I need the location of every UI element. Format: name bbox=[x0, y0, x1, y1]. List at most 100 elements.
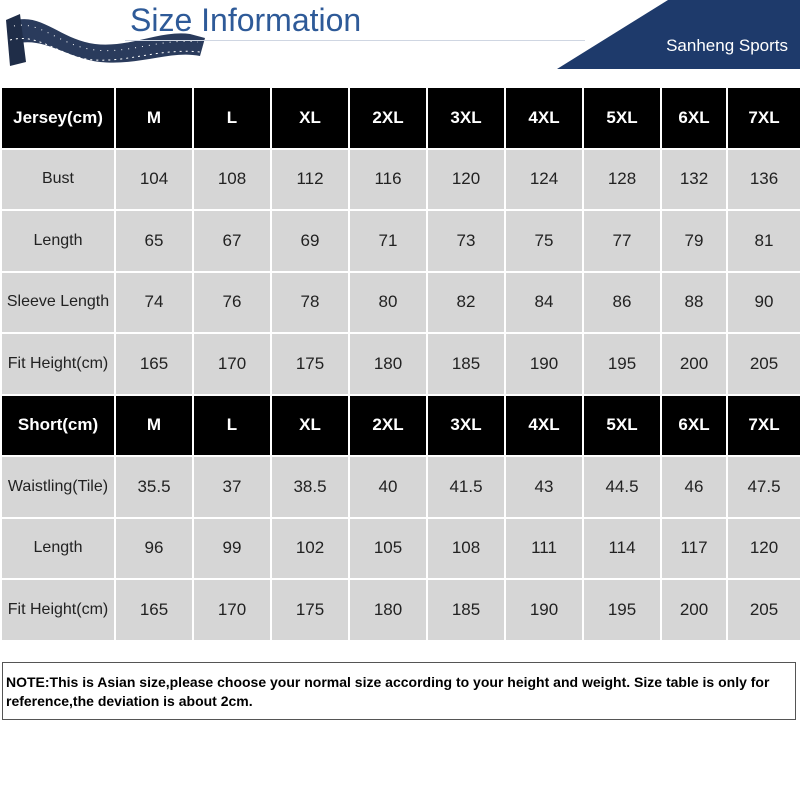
row-label: Length bbox=[0, 516, 116, 580]
measurement-cell: 96 bbox=[114, 516, 194, 580]
size-header-cell: M bbox=[114, 86, 194, 150]
measurement-cell: 65 bbox=[114, 209, 194, 273]
measurement-cell: 86 bbox=[582, 270, 662, 334]
measurement-cell: 175 bbox=[270, 578, 350, 642]
measurement-cell: 47.5 bbox=[726, 455, 800, 519]
size-header-cell: 3XL bbox=[426, 393, 506, 457]
title-divider bbox=[125, 40, 585, 41]
size-header-cell: 7XL bbox=[726, 393, 800, 457]
measurement-cell: 81 bbox=[726, 209, 800, 273]
size-header-cell: L bbox=[192, 393, 272, 457]
measurement-cell: 77 bbox=[582, 209, 662, 273]
measurement-cell: 120 bbox=[426, 147, 506, 211]
measurement-cell: 40 bbox=[348, 455, 428, 519]
size-header-cell: M bbox=[114, 393, 194, 457]
size-table: Jersey(cm) M L XL 2XL 3XL 4XL 5XL 6XL 7XL Bust 104 1… bbox=[0, 86, 800, 642]
size-header-cell: 6XL bbox=[660, 393, 728, 457]
measurement-cell: 99 bbox=[192, 516, 272, 580]
measurement-cell: 170 bbox=[192, 578, 272, 642]
measurement-cell: 120 bbox=[726, 516, 800, 580]
size-header-cell: 2XL bbox=[348, 86, 428, 150]
measurement-cell: 170 bbox=[192, 332, 272, 396]
measurement-cell: 105 bbox=[348, 516, 428, 580]
size-header-cell: 2XL bbox=[348, 393, 428, 457]
size-header-cell: 6XL bbox=[660, 86, 728, 150]
measurement-cell: 185 bbox=[426, 332, 506, 396]
size-header-cell: XL bbox=[270, 86, 350, 150]
measuring-tape-icon bbox=[6, 14, 205, 66]
measurement-cell: 82 bbox=[426, 270, 506, 334]
measurement-cell: 41.5 bbox=[426, 455, 506, 519]
measurement-cell: 43 bbox=[504, 455, 584, 519]
row-label: Bust bbox=[0, 147, 116, 211]
measurement-cell: 35.5 bbox=[114, 455, 194, 519]
measurement-cell: 104 bbox=[114, 147, 194, 211]
measurement-cell: 76 bbox=[192, 270, 272, 334]
short-title-cell: Short(cm) bbox=[0, 393, 116, 457]
size-header-cell: 4XL bbox=[504, 393, 584, 457]
table-row: Sleeve Length 74 76 78 80 82 84 86 88 90 bbox=[0, 270, 800, 334]
measurement-cell: 88 bbox=[660, 270, 728, 334]
measurement-cell: 136 bbox=[726, 147, 800, 211]
brand-name: Sanheng Sports bbox=[666, 36, 788, 55]
measurement-cell: 75 bbox=[504, 209, 584, 273]
table-row: Bust 104 108 112 116 120 124 128 132 136 bbox=[0, 147, 800, 211]
measurement-cell: 67 bbox=[192, 209, 272, 273]
measurement-cell: 90 bbox=[726, 270, 800, 334]
measurement-cell: 112 bbox=[270, 147, 350, 211]
size-header-cell: XL bbox=[270, 393, 350, 457]
measurement-cell: 165 bbox=[114, 578, 194, 642]
measurement-cell: 108 bbox=[192, 147, 272, 211]
measurement-cell: 195 bbox=[582, 578, 662, 642]
measurement-cell: 180 bbox=[348, 578, 428, 642]
table-row: Length 65 67 69 71 73 75 77 79 81 bbox=[0, 209, 800, 273]
jersey-section: Jersey(cm) M L XL 2XL 3XL 4XL 5XL 6XL 7XL Bust 104 1… bbox=[0, 86, 800, 396]
jersey-header-row: Jersey(cm) M L XL 2XL 3XL 4XL 5XL 6XL 7XL bbox=[0, 86, 800, 150]
measurement-cell: 190 bbox=[504, 332, 584, 396]
page-title: Size Information bbox=[130, 2, 362, 38]
header: Size Information Sanheng Sports bbox=[0, 0, 800, 84]
size-note: NOTE:This is Asian size,please choose yo… bbox=[2, 662, 796, 720]
measurement-cell: 128 bbox=[582, 147, 662, 211]
measurement-cell: 124 bbox=[504, 147, 584, 211]
measurement-cell: 114 bbox=[582, 516, 662, 580]
brand-banner bbox=[557, 0, 800, 69]
measurement-cell: 117 bbox=[660, 516, 728, 580]
measurement-cell: 37 bbox=[192, 455, 272, 519]
measurement-cell: 185 bbox=[426, 578, 506, 642]
measurement-cell: 38.5 bbox=[270, 455, 350, 519]
size-header-cell: 5XL bbox=[582, 393, 662, 457]
measurement-cell: 180 bbox=[348, 332, 428, 396]
row-label: Sleeve Length bbox=[0, 270, 116, 334]
measurement-cell: 74 bbox=[114, 270, 194, 334]
measurement-cell: 102 bbox=[270, 516, 350, 580]
measurement-cell: 205 bbox=[726, 332, 800, 396]
measurement-cell: 195 bbox=[582, 332, 662, 396]
measurement-cell: 165 bbox=[114, 332, 194, 396]
jersey-title-cell: Jersey(cm) bbox=[0, 86, 116, 150]
short-header-row: Short(cm) M L XL 2XL 3XL 4XL 5XL 6XL 7XL bbox=[0, 393, 800, 457]
table-row: Length 96 99 102 105 108 111 114 117 120 bbox=[0, 516, 800, 580]
measurement-cell: 200 bbox=[660, 332, 728, 396]
size-header-cell: 4XL bbox=[504, 86, 584, 150]
measurement-cell: 132 bbox=[660, 147, 728, 211]
measurement-cell: 190 bbox=[504, 578, 584, 642]
measurement-cell: 108 bbox=[426, 516, 506, 580]
row-label: Fit Height(cm) bbox=[0, 578, 116, 642]
measurement-cell: 111 bbox=[504, 516, 584, 580]
size-header-cell: 7XL bbox=[726, 86, 800, 150]
measurement-cell: 78 bbox=[270, 270, 350, 334]
row-label: Length bbox=[0, 209, 116, 273]
table-row: Fit Height(cm) 165 170 175 180 185 190 195 200 20… bbox=[0, 332, 800, 396]
measurement-cell: 80 bbox=[348, 270, 428, 334]
measurement-cell: 44.5 bbox=[582, 455, 662, 519]
row-label: Waistling(Tile) bbox=[0, 455, 116, 519]
table-row: Fit Height(cm) 165 170 175 180 185 190 195 200 20… bbox=[0, 578, 800, 642]
measurement-cell: 205 bbox=[726, 578, 800, 642]
measurement-cell: 69 bbox=[270, 209, 350, 273]
size-header-cell: 5XL bbox=[582, 86, 662, 150]
measurement-cell: 71 bbox=[348, 209, 428, 273]
measurement-cell: 73 bbox=[426, 209, 506, 273]
short-section: Short(cm) M L XL 2XL 3XL 4XL 5XL 6XL 7XL Waistling… bbox=[0, 393, 800, 642]
table-row: Waistling(Tile) 35.5 37 38.5 40 41.5 43 44.5 46 4… bbox=[0, 455, 800, 519]
